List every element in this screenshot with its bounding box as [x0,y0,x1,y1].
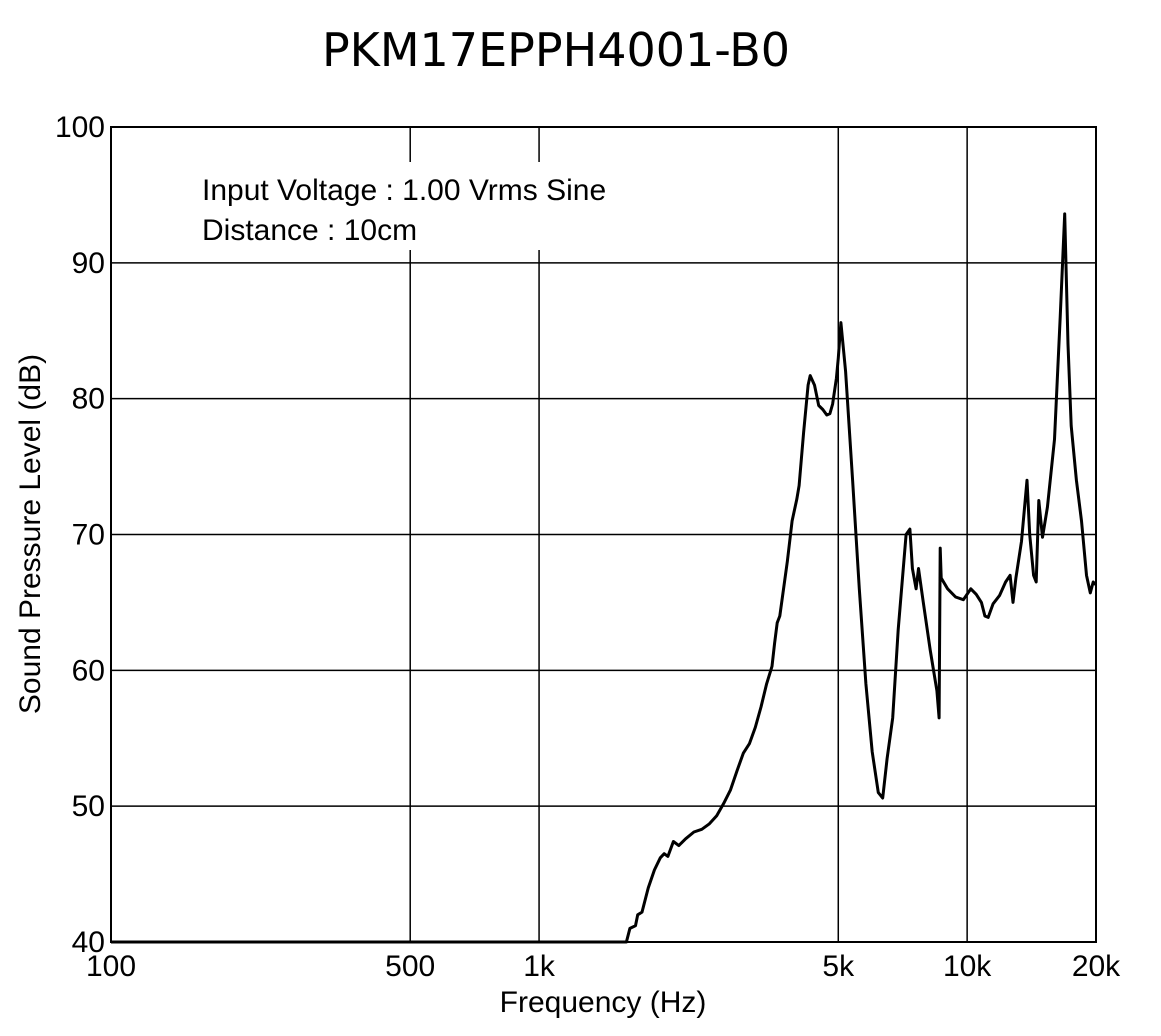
x-tick-label-100: 100 [86,950,136,983]
annotation-box: Input Voltage : 1.00 Vrms Sine Distance … [196,162,666,250]
y-tick-label-70: 70 [72,519,105,552]
y-tick-label-60: 60 [72,654,105,687]
x-tick-label-1k: 1k [523,950,556,983]
series-group [111,212,1098,944]
series-line-1 [111,212,1098,944]
x-tick-label-20k: 20k [1072,950,1121,983]
y-tick-label-80: 80 [72,383,105,416]
annotation-distance: Distance : 10cm [202,214,417,247]
y-tick-labels: 40 50 60 70 80 90 100 [55,111,105,959]
chart-title: PKM17EPPH4001-B0 [322,23,790,77]
x-tick-label-10k: 10k [943,950,992,983]
x-tick-label-5k: 5k [822,950,855,983]
annotation-input-voltage: Input Voltage : 1.00 Vrms Sine [202,174,606,207]
x-tick-labels: 100 500 1k 5k 10k 20k [86,950,1121,983]
y-axis-label: Sound Pressure Level (dB) [14,354,47,714]
x-tick-label-500: 500 [385,950,435,983]
annotation-background [196,162,666,250]
y-tick-label-50: 50 [72,790,105,823]
grid-lines [111,127,1096,942]
y-tick-label-100: 100 [55,111,105,144]
y-tick-label-40: 40 [72,926,105,959]
y-tick-label-90: 90 [72,247,105,280]
x-axis-label: Frequency (Hz) [500,986,707,1019]
